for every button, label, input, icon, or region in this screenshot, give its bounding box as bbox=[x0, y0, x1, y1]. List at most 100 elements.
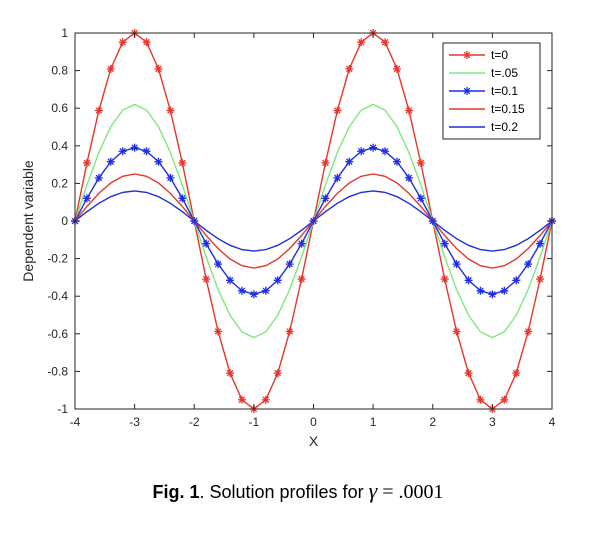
series-3-point bbox=[202, 239, 211, 248]
x-tick-label: -1 bbox=[249, 415, 260, 429]
x-tick-label: 0 bbox=[310, 415, 317, 429]
series-3-point bbox=[345, 157, 354, 166]
series-1-point bbox=[118, 38, 127, 47]
series-3-point bbox=[261, 286, 270, 295]
series-1-point bbox=[357, 38, 366, 47]
x-tick-label: 4 bbox=[549, 415, 556, 429]
y-tick-label: -0.4 bbox=[47, 289, 68, 303]
series-1-point bbox=[404, 106, 413, 115]
legend-marker bbox=[463, 51, 471, 59]
y-tick-label: -0.6 bbox=[47, 327, 68, 341]
series-1-point bbox=[202, 275, 211, 284]
series-1-point bbox=[82, 158, 91, 167]
series-3-point bbox=[249, 290, 258, 299]
y-axis-label: Dependent variable bbox=[20, 160, 36, 282]
series-3-point bbox=[82, 194, 91, 203]
series-1-point bbox=[476, 395, 485, 404]
series-3-point bbox=[464, 276, 473, 285]
series-1-point bbox=[142, 38, 151, 47]
equals-sign: = bbox=[377, 481, 399, 503]
series-3-point bbox=[333, 173, 342, 182]
legend-label: t=0 bbox=[491, 48, 508, 62]
series-3-point bbox=[476, 286, 485, 295]
x-tick-label: 1 bbox=[370, 415, 377, 429]
series-3-point bbox=[142, 147, 151, 156]
series-3-point bbox=[381, 147, 390, 156]
y-tick-label: 0.6 bbox=[51, 101, 68, 115]
series-3-point bbox=[154, 157, 163, 166]
legend: t=0 t=.05 t=0.1 t=0.15 t=0.2 bbox=[442, 42, 541, 140]
series-1-point bbox=[416, 158, 425, 167]
series-1-point bbox=[106, 64, 115, 73]
x-tick-label: -2 bbox=[189, 415, 200, 429]
series-3-point bbox=[488, 290, 497, 299]
legend-label: t=.05 bbox=[491, 66, 518, 80]
series-3-point bbox=[94, 173, 103, 182]
series-3-point bbox=[285, 260, 294, 269]
legend-label: t=0.15 bbox=[491, 102, 525, 116]
figure-label: Fig. 1 bbox=[152, 482, 200, 502]
series-3-point bbox=[512, 276, 521, 285]
series-1-point bbox=[94, 106, 103, 115]
series-3-point bbox=[321, 194, 330, 203]
x-tick-label: 2 bbox=[429, 415, 436, 429]
x-tick-label: -4 bbox=[70, 415, 81, 429]
series-3-point bbox=[226, 276, 235, 285]
x-tick-label: -3 bbox=[129, 415, 140, 429]
y-tick-label: 0.4 bbox=[51, 139, 68, 153]
series-3-point bbox=[273, 276, 282, 285]
x-axis-label: X bbox=[309, 433, 319, 449]
y-tick-label: -0.8 bbox=[47, 364, 68, 378]
y-tick-label: -1 bbox=[57, 402, 68, 416]
series-1-point bbox=[524, 327, 533, 336]
series-1-point bbox=[166, 106, 175, 115]
series-3-point bbox=[369, 143, 378, 152]
legend-marker bbox=[463, 87, 471, 95]
series-3-point bbox=[118, 147, 127, 156]
series-1-point bbox=[452, 327, 461, 336]
legend-item: t=0 bbox=[449, 48, 508, 62]
series-3-point bbox=[452, 260, 461, 269]
legend-item: t=.05 bbox=[449, 66, 518, 80]
series-1-point bbox=[237, 395, 246, 404]
x-tick-label: 3 bbox=[489, 415, 496, 429]
series-3-point bbox=[357, 147, 366, 156]
gamma-value: .0001 bbox=[398, 481, 444, 503]
y-tick-label: 0.2 bbox=[51, 176, 68, 190]
y-tick-label: -0.2 bbox=[47, 252, 68, 266]
series-1-point bbox=[297, 275, 306, 284]
series-3-point bbox=[237, 286, 246, 295]
series-1-point bbox=[321, 158, 330, 167]
series-1-point bbox=[333, 106, 342, 115]
series-1-point bbox=[500, 395, 509, 404]
legend-item: t=0.2 bbox=[449, 120, 518, 134]
series-1-point bbox=[154, 64, 163, 73]
gamma-symbol: γ bbox=[368, 478, 378, 503]
series-3-point bbox=[166, 173, 175, 182]
series-1-point bbox=[536, 275, 545, 284]
axes-layer: -4 -3 -2 -1 0 1 2 3 4 -1 -0.8 -0.6 -0.4 -0.2 0 0.2 0.4 0.… bbox=[47, 26, 555, 429]
series-5 bbox=[74, 190, 553, 252]
series-1-point bbox=[512, 369, 521, 378]
series-3-point bbox=[524, 260, 533, 269]
series-3-point bbox=[416, 194, 425, 203]
series-1-point bbox=[214, 327, 223, 336]
legend-item: t=0.15 bbox=[449, 102, 525, 116]
series-3-point bbox=[404, 173, 413, 182]
legend-label: t=0.2 bbox=[491, 120, 518, 134]
series-1-point bbox=[392, 64, 401, 73]
series-1-point bbox=[273, 369, 282, 378]
series-3-point bbox=[178, 194, 187, 203]
series-1-point bbox=[285, 327, 294, 336]
series-1-point bbox=[381, 38, 390, 47]
series-1-point bbox=[261, 395, 270, 404]
y-tick-label: 1 bbox=[61, 26, 68, 40]
legend-label: t=0.1 bbox=[491, 84, 518, 98]
series-1 bbox=[71, 29, 556, 413]
series-3-point bbox=[500, 286, 509, 295]
series-3-point bbox=[214, 260, 223, 269]
legend-item: t=0.1 bbox=[449, 84, 518, 98]
series-3-point bbox=[392, 157, 401, 166]
series-3-point bbox=[440, 239, 449, 248]
series-1-point bbox=[440, 275, 449, 284]
